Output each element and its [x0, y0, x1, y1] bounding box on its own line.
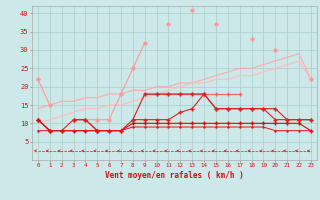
X-axis label: Vent moyen/en rafales ( km/h ): Vent moyen/en rafales ( km/h ) — [105, 171, 244, 180]
